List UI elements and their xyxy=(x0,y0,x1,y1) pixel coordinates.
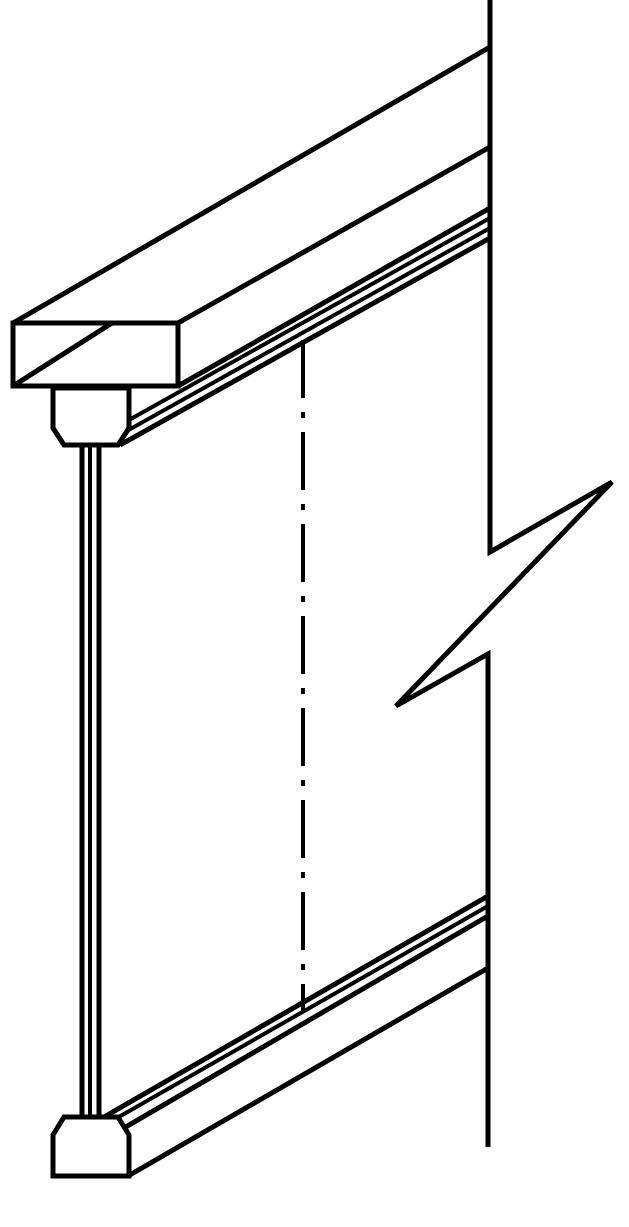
bottom-rail xyxy=(102,893,490,1179)
wall-break-line xyxy=(394,0,614,1147)
top-bracket xyxy=(50,385,132,448)
bottom-bracket xyxy=(50,1114,132,1179)
top-beam xyxy=(10,44,492,389)
side-channel xyxy=(79,447,102,1117)
